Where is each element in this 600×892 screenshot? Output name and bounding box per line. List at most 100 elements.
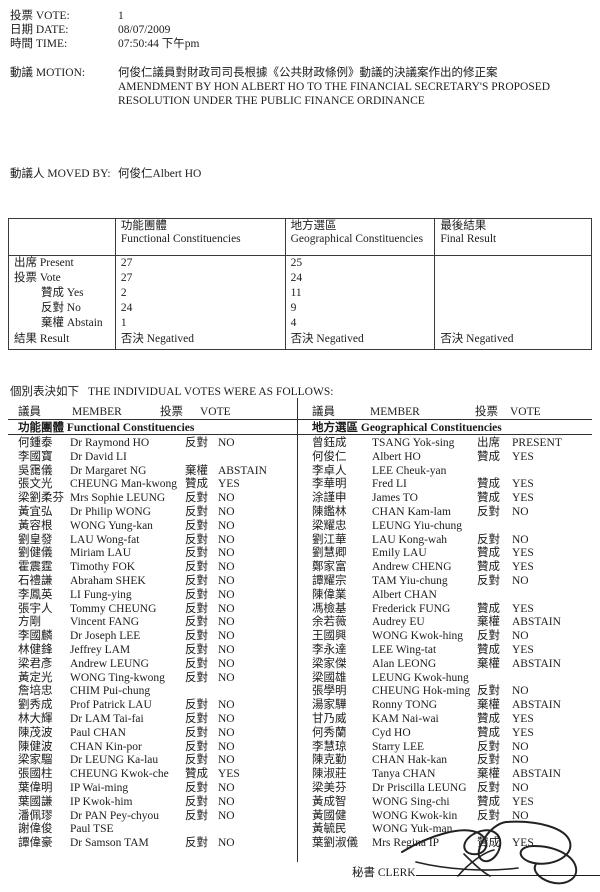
- summary-cell-geographical: 否決 Negatived: [284, 331, 435, 350]
- time-value: 07:50:44 下午pm: [118, 38, 200, 50]
- vote-value-en: NO: [218, 699, 235, 712]
- member-name-zh: 李卓人: [312, 464, 347, 477]
- vote-value-zh: [185, 823, 218, 837]
- geographical-header-zh: 地方選區: [290, 220, 337, 232]
- vote-row: 張國柱 CHEUNG Kwok-che 贊成 YES: [18, 768, 294, 782]
- vote-value-en: NO: [512, 574, 529, 587]
- vote-value-en: ABSTAIN: [512, 616, 561, 629]
- individual-votes-title-zh: 個別表決如下: [10, 386, 79, 398]
- summary-cell-final: [434, 286, 592, 301]
- member-name-zh: 葉國謙: [18, 795, 53, 808]
- vote-row: 何秀蘭 Cyd HO 贊成 YES: [312, 727, 594, 741]
- member-name-zh: 鄭家富: [312, 561, 347, 574]
- vote-row: 張文光 CHEUNG Man-kwong 贊成 YES: [18, 478, 294, 492]
- geographical-section-header: 地方選區 Geographical Constituencies: [312, 421, 502, 435]
- member-name-en: Jeffrey LAM: [70, 643, 131, 656]
- member-name-en: Starry LEE: [372, 740, 425, 753]
- summary-cell-functional: 27: [114, 271, 286, 286]
- vote-row: 涂謹申 James TO 贊成 YES: [312, 492, 594, 506]
- member-name-zh: 李慧琼: [312, 740, 347, 753]
- member-name-zh: 梁美芬: [312, 781, 347, 794]
- geographical-header-en: Geographical Constituencies: [290, 233, 424, 245]
- vote-zh-header: 投票: [160, 406, 183, 418]
- member-name-en: Cyd HO: [372, 726, 411, 739]
- summary-row-label: 結果 Result: [8, 331, 116, 350]
- vote-value-en: YES: [512, 643, 534, 656]
- vote-row: 葉偉明 IP Wai-ming 反對 NO: [18, 782, 294, 796]
- moved-by-label: 動議人 MOVED BY:: [10, 168, 111, 180]
- vote-number-label: 投票 VOTE:: [10, 10, 70, 22]
- vote-row: 李國寶 Dr David LI: [18, 451, 294, 465]
- vote-number-value: 1: [118, 10, 124, 22]
- member-name-zh: 王國興: [312, 630, 347, 643]
- member-name-zh: 湯家驊: [312, 699, 347, 712]
- vote-row: 譚偉豪 Dr Samson TAM 反對 NO: [18, 837, 294, 851]
- member-name-en: Tommy CHEUNG: [70, 602, 157, 615]
- vote-row: 方剛 Vincent FANG 反對 NO: [18, 616, 294, 630]
- member-name-zh: 黃成智: [312, 795, 347, 808]
- vote-row: 石禮謙 Abraham SHEK 反對 NO: [18, 575, 294, 589]
- vote-row: 張宇人 Tommy CHEUNG 反對 NO: [18, 603, 294, 617]
- vote-value-en: YES: [512, 492, 534, 505]
- vote-summary-table: 功能團體 Functional Constituencies 地方選區 Geog…: [8, 218, 592, 350]
- vote-row: 劉秀成 Prof Patrick LAU 反對 NO: [18, 699, 294, 713]
- vote-row: 李卓人 LEE Cheuk-yan: [312, 465, 594, 479]
- member-name-en: WONG Yung-kan: [70, 519, 153, 532]
- vote-row: 何俊仁 Albert HO 贊成 YES: [312, 451, 594, 465]
- final-result-header-en: Final Result: [440, 233, 497, 245]
- time-label: 時間 TIME:: [10, 38, 68, 50]
- summary-cell-functional: 24: [114, 301, 286, 316]
- vote-row: 余若薇 Audrey EU 棄權 ABSTAIN: [312, 616, 594, 630]
- member-name-en: Dr Philip WONG: [70, 505, 151, 518]
- member-name-en: Dr PAN Pey-chyou: [70, 809, 160, 822]
- individual-votes-title-en: THE INDIVIDUAL VOTES WERE AS FOLLOWS:: [88, 386, 334, 398]
- member-name-en: LEE Cheuk-yan: [372, 464, 447, 477]
- summary-row-label: 出席 Present: [8, 255, 116, 271]
- member-name-zh: 張國柱: [18, 768, 53, 781]
- vote-value-en: NO: [218, 492, 235, 505]
- member-name-en: Albert HO: [372, 450, 421, 463]
- member-name-en: CHEUNG Man-kwong: [70, 478, 178, 491]
- vote-value-zh: 反對: [477, 505, 500, 518]
- summary-header-row: 功能團體 Functional Constituencies 地方選區 Geog…: [8, 218, 592, 256]
- vote-value-en: NO: [512, 809, 529, 822]
- vote-value-en: NO: [218, 643, 235, 656]
- header-divider-line: [8, 419, 592, 420]
- vote-row: 陳淑莊 Tanya CHAN 棄權 ABSTAIN: [312, 768, 594, 782]
- member-name-zh: 陳淑莊: [312, 768, 347, 781]
- vote-value-zh: 反對: [477, 809, 500, 822]
- vote-row: 劉健儀 Miriam LAU 反對 NO: [18, 547, 294, 561]
- vote-row: 陳克勤 CHAN Hak-kan 反對 NO: [312, 754, 594, 768]
- member-name-en: Andrew LEUNG: [70, 657, 149, 670]
- vote-row: 李國麟 Dr Joseph LEE 反對 NO: [18, 630, 294, 644]
- vote-value-zh: [477, 672, 512, 686]
- vote-value-en: NO: [512, 505, 529, 518]
- votes-left-column-header: 議員 MEMBER 投票 VOTE: [18, 405, 290, 419]
- motion-row: 動議 MOTION: 何俊仁議員對財政司司長根據《公共財政條例》動議的決議案作出…: [10, 66, 592, 108]
- member-name-zh: 黃定光: [18, 671, 53, 684]
- vote-value-en: ABSTAIN: [512, 657, 561, 670]
- vote-value-zh: 反對: [185, 588, 208, 601]
- member-name-en: Dr Margaret NG: [70, 464, 147, 477]
- summary-cell-geographical: 11: [284, 286, 435, 301]
- member-name-zh: 葉劉淑儀: [312, 837, 358, 850]
- summary-header-geographical: 地方選區 Geographical Constituencies: [284, 218, 435, 256]
- member-name-en: Tanya CHAN: [372, 768, 436, 781]
- vote-value-en: NO: [218, 837, 235, 850]
- vote-value-en: NO: [218, 726, 235, 739]
- vote-value-zh: 反對: [185, 616, 208, 629]
- vote-row: 林大輝 Dr LAM Tai-fai 反對 NO: [18, 713, 294, 727]
- member-name-zh: 劉健儀: [18, 547, 53, 560]
- member-name-en: Albert CHAN: [372, 588, 437, 601]
- member-name-zh: 梁耀忠: [312, 519, 347, 532]
- member-name-en: LAU Kong-wah: [372, 533, 448, 546]
- member-name-en: LEUNG Kwok-hung: [372, 671, 469, 684]
- summary-cell-functional: 2: [114, 286, 286, 301]
- vote-row: 馮檢基 Frederick FUNG 贊成 YES: [312, 603, 594, 617]
- member-zh-header: 議員: [18, 406, 41, 418]
- vote-row: 黃成智 WONG Sing-chi 贊成 YES: [312, 796, 594, 810]
- vote-value-zh: 贊成: [477, 795, 500, 808]
- vote-row: 李永達 LEE Wing-tat 贊成 YES: [312, 644, 594, 658]
- member-name-en: Emily LAU: [372, 547, 427, 560]
- member-name-zh: 葉偉明: [18, 781, 53, 794]
